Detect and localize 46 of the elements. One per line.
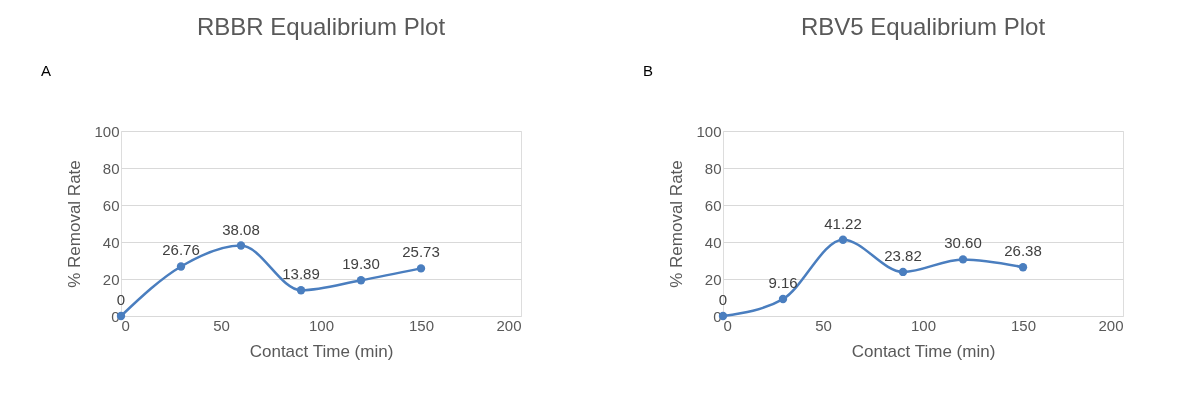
point [356, 276, 366, 285]
point [898, 267, 908, 277]
chart-title: RBBR Equalibrium Plot [196, 13, 446, 40]
x-tick-label: 200 [1098, 316, 1124, 334]
y-tick-label: 80 [102, 159, 120, 177]
data-label: 30.60 [944, 234, 982, 252]
y-tick-label: 100 [696, 122, 722, 140]
point [838, 235, 848, 244]
y-tick-label: 80 [704, 159, 722, 177]
point [1018, 263, 1028, 272]
data-label: 25.73 [402, 243, 440, 261]
point [958, 255, 968, 264]
point [416, 264, 426, 273]
data-label: 23.82 [884, 246, 922, 264]
point [236, 241, 246, 250]
y-tick-label: 20 [102, 270, 120, 288]
y-axis-title: % Removal Rate [65, 160, 85, 288]
x-axis-title: Contact Time (min) [851, 341, 996, 361]
x-tick-label: 100 [308, 316, 335, 334]
y-tick-label: 60 [102, 196, 120, 214]
y-tick-label: 40 [102, 233, 120, 251]
y-tick-label: 40 [704, 233, 722, 251]
point [296, 286, 306, 295]
data-label: 26.38 [1004, 242, 1042, 260]
x-tick-label: 50 [815, 316, 832, 334]
data-label: 13.89 [282, 265, 320, 283]
chart-title: RBV5 Equalibrium Plot [800, 13, 1046, 40]
data-label: 26.76 [162, 241, 200, 259]
text: A [41, 62, 52, 79]
data-label: 19.30 [342, 255, 380, 273]
point [176, 262, 186, 271]
y-tick-label: 20 [704, 270, 722, 288]
text: B [643, 62, 654, 79]
x-axis-title: Contact Time (min) [249, 341, 394, 361]
x-tick-label: 150 [1010, 316, 1037, 334]
data-label: 38.08 [222, 220, 260, 238]
x-tick-label: 50 [213, 316, 230, 334]
y-tick-label: 60 [704, 196, 722, 214]
point [778, 294, 788, 304]
x-tick-label: 200 [496, 316, 522, 334]
x-tick-label: 150 [408, 316, 435, 334]
y-tick-label: 100 [94, 122, 120, 140]
y-axis-title: % Removal Rate [667, 160, 687, 288]
data-label: 41.22 [824, 214, 862, 232]
data-label: 9.16 [768, 274, 798, 292]
x-tick-label: 100 [910, 316, 937, 334]
